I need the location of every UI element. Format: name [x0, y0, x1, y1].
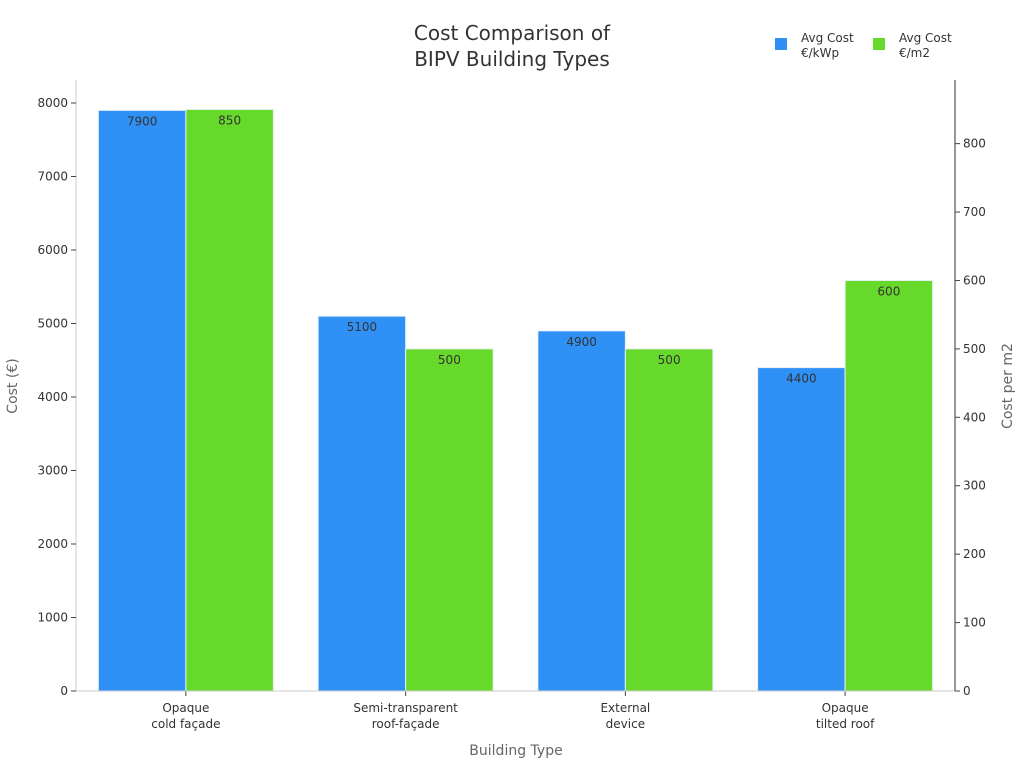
bar-cost-per-kwp: [317, 315, 407, 692]
y-tick-label-left: 0: [60, 684, 68, 698]
y-tick-label-right: 0: [963, 684, 971, 698]
data-label: 4400: [786, 372, 817, 386]
bar-cost-per-m2: [624, 348, 714, 692]
legend-swatch: [873, 38, 885, 50]
data-label: 7900: [127, 114, 158, 128]
x-tick-label: Semi-transparent roof-façade: [353, 701, 458, 731]
y-tick-label-right: 400: [963, 410, 986, 424]
y-axis-label-right: Cost per m2: [1000, 343, 1016, 429]
y-tick-label-left: 8000: [37, 96, 68, 110]
data-label: 500: [658, 353, 681, 367]
y-tick-label-right: 800: [963, 137, 986, 151]
y-tick-label-right: 300: [963, 479, 986, 493]
x-tick-label: External device: [600, 701, 650, 731]
legend-label: Avg Cost €/kWp: [801, 31, 854, 60]
data-label: 5100: [347, 320, 378, 334]
y-tick-label-left: 4000: [37, 390, 68, 404]
bar-cost-per-m2: [185, 108, 274, 692]
x-tick-label: Opaque cold façade: [151, 701, 220, 731]
legend-swatch: [775, 38, 787, 50]
bar-cost-per-m2: [405, 348, 494, 692]
data-label: 4900: [566, 335, 597, 349]
bar-cost-per-kwp: [537, 330, 626, 692]
data-label: 500: [438, 353, 461, 367]
data-label: 600: [877, 284, 900, 298]
chart-title: Cost Comparison of BIPV Building Types: [414, 21, 611, 71]
y-tick-label-left: 2000: [37, 537, 68, 551]
y-tick-label-left: 7000: [37, 170, 68, 184]
bar-cost-per-kwp: [757, 367, 846, 692]
y-tick-label-left: 5000: [37, 317, 68, 331]
title-text: Cost Comparison of BIPV Building Types: [414, 21, 611, 71]
y-tick-label-left: 3000: [37, 464, 68, 478]
legend: Avg Cost €/kWp Avg Cost €/m2: [775, 31, 952, 60]
y-tick-label-right: 100: [963, 616, 986, 630]
y-tick-label-left: 6000: [37, 243, 68, 257]
y-tick-label-right: 200: [963, 547, 986, 561]
y-tick-label-right: 600: [963, 273, 986, 287]
data-label: 850: [218, 113, 241, 127]
legend-label: Avg Cost €/m2: [899, 31, 952, 60]
x-axis-label: Building Type: [469, 743, 562, 759]
y-tick-label-right: 500: [963, 342, 986, 356]
y-axis-label-left: Cost (€): [5, 358, 21, 413]
y-tick-label-left: 1000: [37, 611, 68, 625]
y-tick-label-right: 700: [963, 205, 986, 219]
x-tick-label: Opaque tilted roof: [816, 701, 875, 731]
bar-cost-per-kwp: [97, 109, 187, 692]
bar-cost-per-m2: [844, 279, 934, 692]
